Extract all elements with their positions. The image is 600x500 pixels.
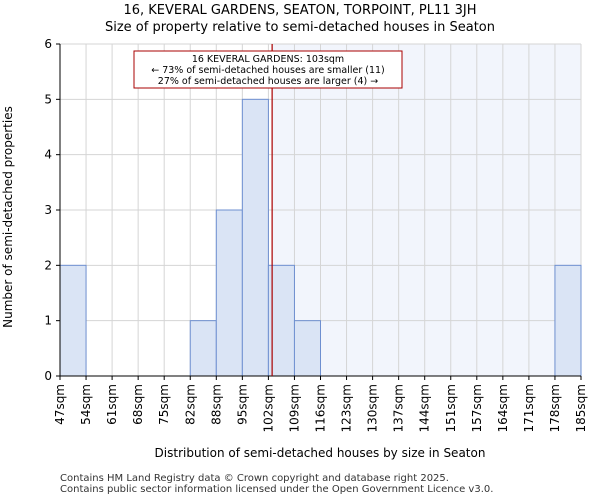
- x-tick-label: 61sqm: [105, 384, 119, 425]
- bars: [59, 98, 582, 377]
- x-tick-label: 137sqm: [392, 384, 406, 432]
- x-tick-label: 54sqm: [79, 384, 93, 425]
- x-axis-label: Distribution of semi-detached houses by …: [155, 446, 486, 460]
- bar: [59, 264, 87, 377]
- x-tick-label: 151sqm: [444, 384, 458, 432]
- x-tick-label: 130sqm: [366, 384, 380, 432]
- annotation-line: 27% of semi-detached houses are larger (…: [158, 76, 378, 87]
- x-tick-label: 95sqm: [235, 384, 249, 425]
- chart-subtitle: Size of property relative to semi-detach…: [104, 20, 496, 35]
- x-tick-label: 144sqm: [418, 384, 432, 432]
- annotation-line: ← 73% of semi-detached houses are smalle…: [151, 65, 385, 76]
- bar: [554, 264, 582, 377]
- x-tick-label: 88sqm: [209, 384, 223, 425]
- x-tick-label: 178sqm: [548, 384, 562, 432]
- annotation-box: [133, 50, 403, 89]
- bar: [267, 264, 295, 377]
- x-tick-label: 171sqm: [522, 384, 536, 432]
- tick-labels: 0 1 2 3 4 5 6 47sqm 54sqm 61sqm 68sqm 75sqm 82sqm 88s…: [44, 37, 588, 432]
- x-tick-label: 47sqm: [53, 384, 67, 425]
- bar: [241, 98, 269, 377]
- y-tick-label: 6: [44, 37, 52, 51]
- y-tick-label: 0: [44, 369, 52, 383]
- x-tick-label: 75sqm: [157, 384, 171, 425]
- x-tick-label: 164sqm: [496, 384, 510, 432]
- x-tick-label: 68sqm: [131, 384, 145, 425]
- x-tick-label: 116sqm: [314, 384, 328, 432]
- x-tick-label: 123sqm: [340, 384, 354, 432]
- x-tick-label: 82sqm: [183, 384, 197, 425]
- y-axis-label: Number of semi-detached properties: [1, 106, 15, 328]
- chart-title: 16, KEVERAL GARDENS, SEATON, TORPOINT, P…: [123, 3, 477, 18]
- x-tick-label: 109sqm: [287, 384, 301, 432]
- x-tick-label: 102sqm: [261, 384, 275, 432]
- x-tick-label: 185sqm: [574, 384, 588, 432]
- y-tick-label: 1: [44, 314, 52, 328]
- y-tick-label: 2: [44, 258, 52, 272]
- bar: [293, 320, 322, 377]
- annotation-line: 16 KEVERAL GARDENS: 103sqm: [192, 54, 344, 65]
- bar: [189, 320, 217, 377]
- y-tick-label: 4: [44, 148, 52, 162]
- x-tick-label: 157sqm: [470, 384, 484, 432]
- annotation: 16 KEVERAL GARDENS: 103sqm← 73% of semi-…: [133, 50, 403, 89]
- y-tick-label: 5: [44, 92, 52, 106]
- footer-licence: Contains public sector information licen…: [60, 484, 494, 495]
- footer-copyright: Contains HM Land Registry data © Crown c…: [60, 473, 449, 484]
- bar: [215, 209, 243, 377]
- y-tick-label: 3: [44, 203, 52, 217]
